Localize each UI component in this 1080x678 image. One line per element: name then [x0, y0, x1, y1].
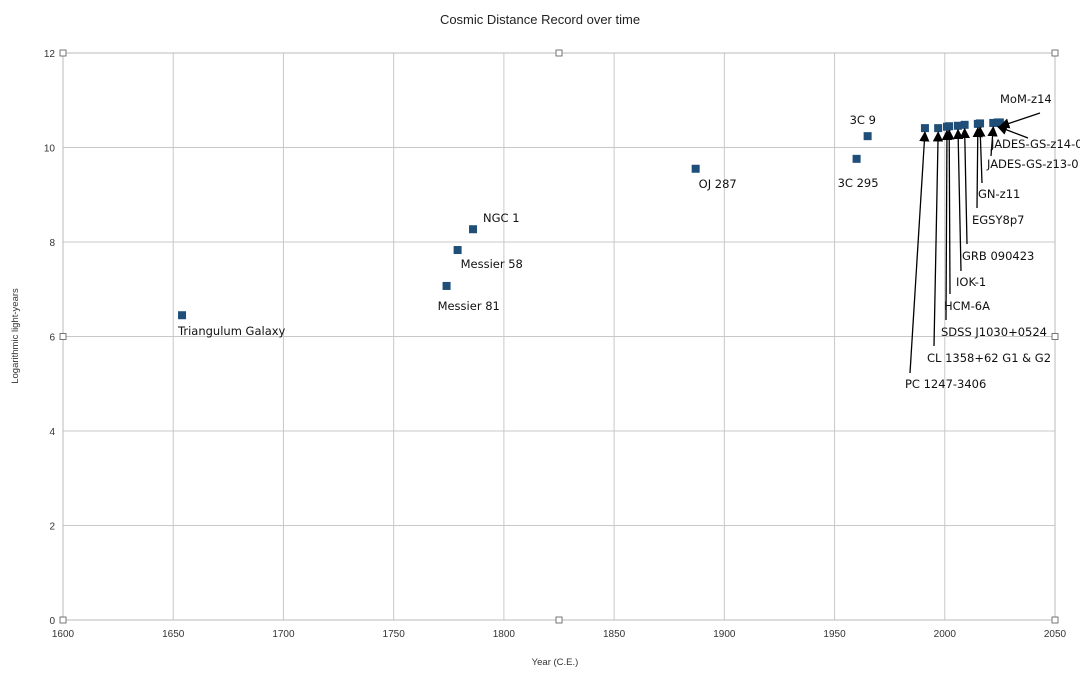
x-tick-label: 1900 [713, 629, 736, 640]
y-tick-label: 10 [44, 144, 56, 155]
data-label: PC 1247-3406 [905, 377, 986, 391]
x-tick-label: 1700 [272, 629, 295, 640]
data-label: 3C 295 [838, 176, 879, 190]
y-tick-label: 0 [49, 616, 55, 627]
data-label: Messier 58 [461, 257, 523, 271]
data-label: NGC 1 [483, 211, 520, 225]
annotation-arrow [987, 125, 998, 157]
data-label: OJ 287 [699, 177, 737, 191]
chart-title: Cosmic Distance Record over time [439, 12, 641, 27]
data-point [954, 121, 963, 130]
data-label: GRB 090423 [962, 249, 1034, 263]
x-tick-label: 2000 [934, 629, 957, 640]
frame-handle [1051, 333, 1059, 340]
x-tick-label: 1950 [823, 629, 846, 640]
frame-handle [59, 616, 67, 624]
data-point [852, 154, 861, 163]
frame-handle [555, 49, 563, 57]
frame-handle [59, 49, 67, 57]
annotation-arrow [944, 129, 955, 295]
x-tick-label: 1800 [493, 629, 516, 640]
x-axis-title: Year (C.E.) [532, 657, 579, 668]
frame-handle [555, 616, 563, 624]
frame-handle [1051, 49, 1059, 57]
data-point [178, 311, 187, 320]
y-axis-title: Logarithmic light-years [10, 288, 21, 384]
data-point [691, 164, 700, 173]
data-point [863, 132, 872, 141]
data-label: HCM-6A [944, 299, 990, 313]
y-tick-label: 12 [44, 49, 56, 60]
frame-handle [59, 333, 67, 340]
annotation-arrow [998, 112, 1041, 129]
y-tick-label: 6 [49, 333, 55, 344]
data-label: GN-z11 [978, 187, 1020, 201]
y-tick-label: 2 [49, 522, 55, 533]
data-label: Triangulum Galaxy [177, 324, 286, 338]
annotation-arrow [959, 127, 971, 245]
data-point [976, 119, 985, 128]
data-label: EGSY8p7 [972, 213, 1024, 227]
data-point [442, 281, 451, 290]
y-tick-label: 4 [49, 427, 55, 438]
data-point [960, 120, 969, 129]
data-points [178, 118, 1004, 320]
data-label: MoM-z14 [1000, 92, 1052, 106]
annotation-arrow [972, 126, 983, 209]
annotation-arrow [941, 129, 953, 321]
x-tick-label: 1600 [52, 629, 75, 640]
annotation-arrow [932, 131, 944, 347]
annotation-arrow [975, 126, 986, 184]
data-label: JADES-GS-z13-0 [986, 157, 1079, 171]
data-label: SDSS J1030+0524 [941, 325, 1047, 339]
data-label: JADES-GS-z14-0 [990, 137, 1080, 151]
data-point [934, 124, 943, 133]
data-point [989, 118, 998, 127]
annotation-arrow [953, 128, 964, 272]
data-point [453, 246, 462, 255]
data-label: 3C 9 [850, 113, 876, 127]
data-point [920, 124, 929, 133]
x-tick-label: 1850 [603, 629, 626, 640]
x-tick-label: 1750 [383, 629, 406, 640]
data-label: CL 1358+62 G1 & G2 [927, 351, 1051, 365]
y-tick-label: 8 [49, 238, 55, 249]
annotation-arrow [909, 131, 930, 374]
x-tick-label: 1650 [162, 629, 185, 640]
frame-handle [1051, 616, 1059, 624]
data-point [469, 225, 478, 234]
data-point [945, 122, 954, 131]
x-tick-label: 2050 [1044, 629, 1067, 640]
data-label: IOK-1 [956, 275, 986, 289]
data-label: Messier 81 [438, 299, 500, 313]
